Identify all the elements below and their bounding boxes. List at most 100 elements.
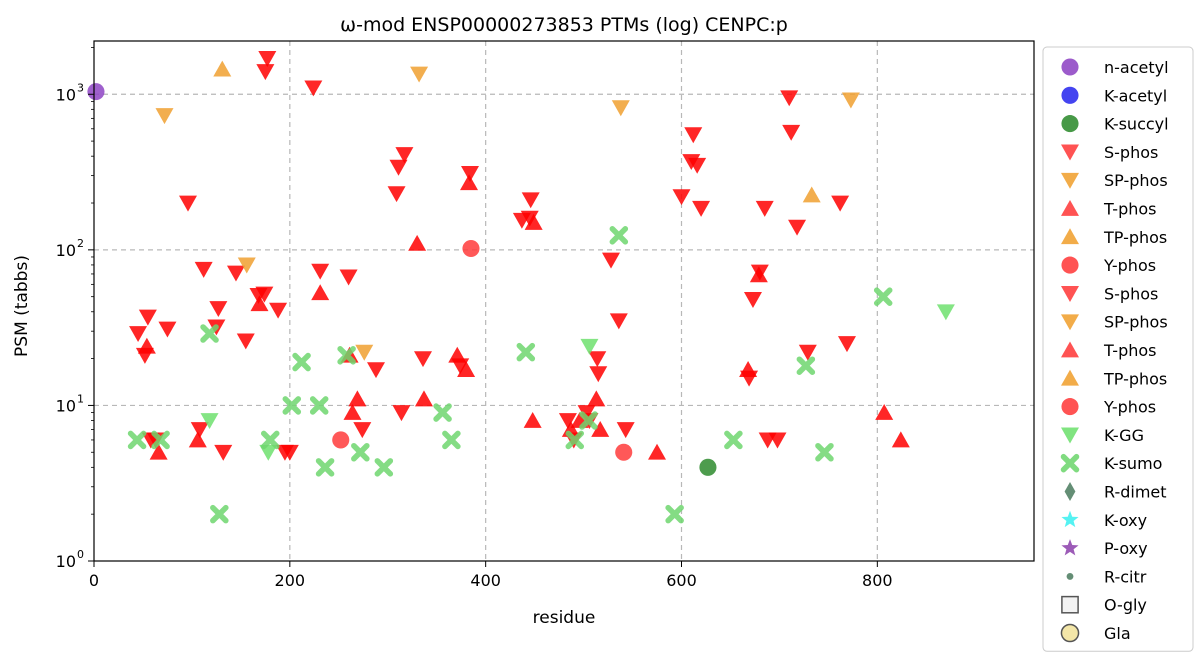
legend-marker-y-phos — [1061, 256, 1079, 274]
point-k-sumo — [315, 458, 335, 477]
point-s-phos — [521, 192, 540, 209]
point-k-gg — [580, 338, 599, 355]
legend-label-gla: Gla — [1104, 624, 1131, 643]
point-k-sumo — [579, 411, 598, 430]
point-t-phos — [591, 420, 610, 437]
point-y-phos — [332, 431, 350, 449]
point-s-phos — [389, 159, 408, 176]
point-s-phos — [788, 219, 807, 236]
point-s-phos — [558, 413, 577, 430]
point-t-phos — [348, 390, 367, 407]
point-t-phos — [875, 403, 894, 420]
point-s-phos — [387, 186, 406, 203]
legend-label-t-phos: T-phos — [1103, 200, 1157, 219]
point-s-phos — [367, 362, 385, 379]
legend-marker-k-oxy — [1061, 510, 1079, 528]
point-s-phos — [768, 432, 787, 449]
grid-lines — [94, 41, 1034, 561]
point-sp-phos — [410, 66, 429, 83]
point-s-phos — [255, 286, 274, 303]
legend-label-n-acetyl: n-acetyl — [1104, 58, 1169, 77]
point-y-phos — [462, 239, 480, 258]
point-s-phos — [414, 351, 432, 368]
legend-label-y-phos: Y-phos — [1103, 256, 1156, 275]
point-t-phos — [739, 361, 758, 377]
legend-marker-t-phos — [1061, 199, 1079, 216]
point-s-phos — [179, 195, 197, 212]
point-s-phos — [353, 422, 372, 439]
legend-label-s-phos: S-phos — [1104, 143, 1158, 162]
legend-marker-tp-phos — [1061, 369, 1079, 386]
point-s-phos — [831, 195, 850, 212]
legend-label-s-phos: S-phos — [1104, 284, 1158, 303]
point-k-sumo — [374, 458, 394, 477]
x-tick-label: 0 — [89, 571, 99, 590]
point-t-phos — [749, 266, 768, 283]
point-s-phos — [236, 333, 255, 350]
point-k-sumo — [442, 430, 461, 450]
legend-label-t-phos: T-phos — [1103, 341, 1157, 360]
point-s-phos — [269, 302, 288, 319]
point-k-sumo — [873, 287, 893, 306]
data-points — [87, 51, 955, 524]
point-s-phos — [194, 261, 213, 278]
point-k-sumo — [609, 226, 629, 245]
legend-marker-tp-phos — [1061, 228, 1079, 245]
point-k-succyl — [699, 458, 717, 476]
point-s-phos — [190, 422, 209, 439]
point-t-phos — [188, 431, 207, 448]
point-s-phos — [782, 124, 801, 141]
point-t-phos — [891, 431, 910, 448]
point-s-phos — [209, 301, 228, 318]
point-k-sumo — [516, 342, 536, 362]
point-s-phos — [158, 321, 177, 338]
point-t-phos — [137, 337, 156, 354]
x-axis-label: residue — [533, 608, 596, 628]
point-s-phos — [798, 344, 817, 361]
legend-marker-t-phos — [1061, 341, 1079, 358]
point-s-phos — [280, 444, 299, 461]
point-s-phos — [392, 405, 411, 422]
point-s-phos — [256, 64, 275, 81]
legend-label-k-sumo: K-sumo — [1104, 454, 1162, 473]
point-s-phos — [688, 157, 707, 174]
legend-box — [1042, 46, 1194, 652]
legend-label-o-gly: O-gly — [1104, 596, 1147, 615]
point-k-sumo — [282, 396, 302, 415]
legend-label-k-oxy: K-oxy — [1104, 511, 1147, 530]
point-k-sumo — [565, 430, 585, 450]
point-s-phos — [780, 90, 799, 107]
x-tick-label: 600 — [666, 571, 697, 590]
point-s-phos — [258, 51, 277, 67]
legend-marker-k-sumo — [1060, 453, 1080, 473]
point-t-phos — [408, 234, 427, 251]
point-k-sumo — [309, 396, 329, 415]
point-k-sumo — [796, 356, 816, 375]
point-s-phos — [461, 166, 479, 182]
legend-label-r-dimet: R-dimet — [1104, 483, 1167, 502]
point-n-acetyl — [87, 83, 105, 101]
point-t-phos — [414, 390, 433, 407]
y-tick-label: 10 — [56, 396, 76, 415]
x-tick-label: 800 — [862, 571, 893, 590]
legend-marker-sp-phos — [1061, 172, 1079, 189]
point-s-phos — [214, 444, 233, 461]
point-t-phos — [343, 403, 362, 420]
point-s-phos — [609, 313, 628, 330]
legend-label-sp-phos: SP-phos — [1104, 171, 1168, 190]
legend-marker-sp-phos — [1061, 314, 1079, 331]
point-t-phos — [149, 443, 168, 460]
point-s-phos — [602, 252, 620, 269]
plot-area-frame — [93, 40, 1035, 562]
point-s-phos — [589, 366, 608, 383]
legend-marker-n-acetyl — [1061, 58, 1079, 76]
point-s-phos — [616, 422, 635, 439]
point-t-phos — [587, 390, 606, 407]
legend-label-k-gg: K-GG — [1104, 426, 1144, 445]
y-tick-label: 10 — [56, 241, 76, 260]
point-s-phos — [395, 147, 414, 164]
point-sp-phos — [155, 108, 174, 125]
point-s-phos — [311, 263, 330, 280]
